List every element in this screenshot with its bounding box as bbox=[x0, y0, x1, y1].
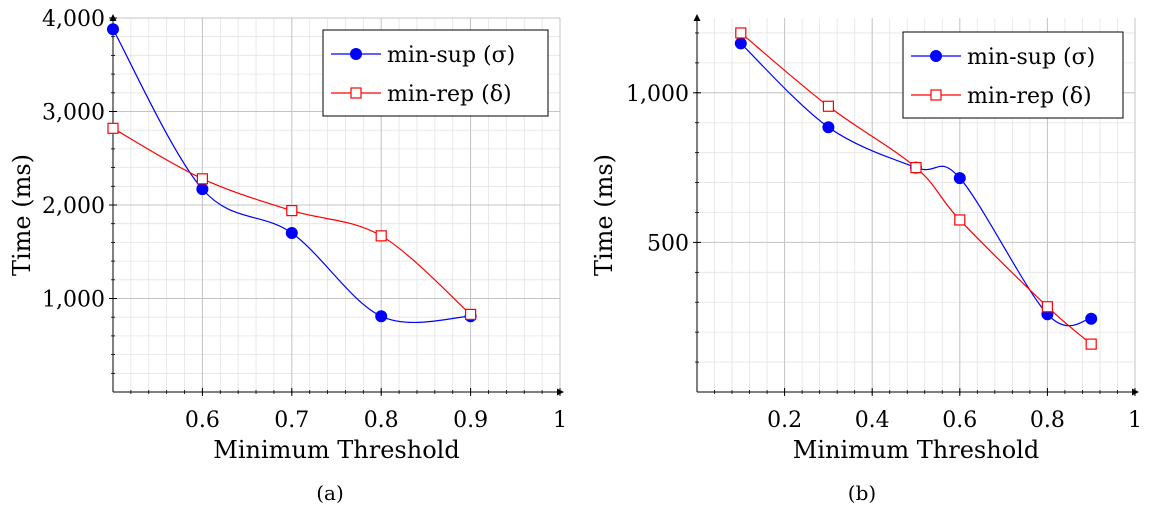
x-tick-label: 1 bbox=[553, 408, 567, 433]
data-point bbox=[375, 310, 388, 323]
legend-label: min-rep (δ) bbox=[967, 84, 1092, 109]
x-tick-label: 0.7 bbox=[274, 408, 309, 433]
chart-a: 0.6 0.7 0.8 0.9 1 1,000 2,000 3,000 4,000 Minimum… bbox=[8, 7, 567, 505]
x-tick-label: 0.8 bbox=[1030, 408, 1065, 433]
y-tick-label: 3,000 bbox=[42, 101, 105, 126]
x-tick-label: 0.2 bbox=[767, 408, 802, 433]
y-tick-label: 500 bbox=[647, 231, 689, 256]
series-min-rep bbox=[735, 27, 1097, 350]
legend-marker bbox=[350, 48, 362, 60]
legend-box bbox=[322, 29, 549, 117]
y-axis-arrow bbox=[693, 14, 701, 21]
legend: min-sup (σ) min-rep (δ) bbox=[322, 29, 549, 117]
y-tick-label: 1,000 bbox=[42, 288, 105, 313]
x-tick-label: 0.8 bbox=[364, 408, 399, 433]
data-point bbox=[822, 121, 835, 134]
chart-b: 0.2 0.4 0.6 0.8 1 500 1,000 Minimum Threshold Ti… bbox=[590, 14, 1142, 505]
legend-box bbox=[902, 31, 1124, 119]
data-point bbox=[375, 230, 387, 242]
legend-marker bbox=[930, 89, 942, 101]
data-point bbox=[953, 172, 966, 185]
data-point bbox=[910, 162, 922, 174]
data-point bbox=[1085, 312, 1098, 325]
legend: min-sup (σ) min-rep (δ) bbox=[902, 31, 1124, 119]
chart-caption: (b) bbox=[848, 481, 876, 505]
chart-caption: (a) bbox=[316, 481, 344, 505]
data-point bbox=[465, 308, 477, 320]
series-min-rep bbox=[107, 122, 477, 320]
axes: 0.2 0.4 0.6 0.8 1 500 1,000 bbox=[626, 14, 1142, 433]
data-point bbox=[286, 205, 298, 217]
data-point bbox=[107, 23, 119, 36]
axes: 0.6 0.7 0.8 0.9 1 1,000 2,000 3,000 4,000 bbox=[42, 7, 567, 433]
data-point bbox=[735, 27, 747, 39]
x-tick-label: 1 bbox=[1128, 408, 1142, 433]
data-point bbox=[734, 37, 747, 50]
legend-marker bbox=[930, 50, 942, 62]
legend-label: min-sup (σ) bbox=[967, 45, 1095, 70]
x-tick-label: 0.6 bbox=[942, 408, 977, 433]
legend-label: min-rep (δ) bbox=[387, 82, 512, 107]
data-point bbox=[1085, 338, 1097, 350]
legend-marker bbox=[350, 87, 362, 99]
data-point bbox=[285, 227, 298, 240]
y-tick-label: 2,000 bbox=[42, 194, 105, 219]
x-axis-title: Minimum Threshold bbox=[213, 436, 459, 464]
data-point bbox=[822, 100, 835, 112]
x-tick-label: 0.9 bbox=[453, 408, 488, 433]
x-tick-label: 0.4 bbox=[855, 408, 890, 433]
data-point bbox=[954, 214, 966, 226]
y-axis-title: Time (ms) bbox=[590, 154, 618, 276]
data-point bbox=[196, 183, 209, 196]
data-point bbox=[107, 122, 119, 134]
y-axis-title: Time (ms) bbox=[8, 154, 36, 276]
y-tick-label: 4,000 bbox=[42, 7, 105, 32]
legend-label: min-sup (σ) bbox=[387, 43, 515, 68]
data-point bbox=[1041, 301, 1054, 313]
y-tick-label: 1,000 bbox=[626, 82, 689, 107]
data-point bbox=[196, 173, 208, 185]
x-axis-title: Minimum Threshold bbox=[793, 436, 1039, 464]
x-tick-label: 0.6 bbox=[185, 408, 220, 433]
